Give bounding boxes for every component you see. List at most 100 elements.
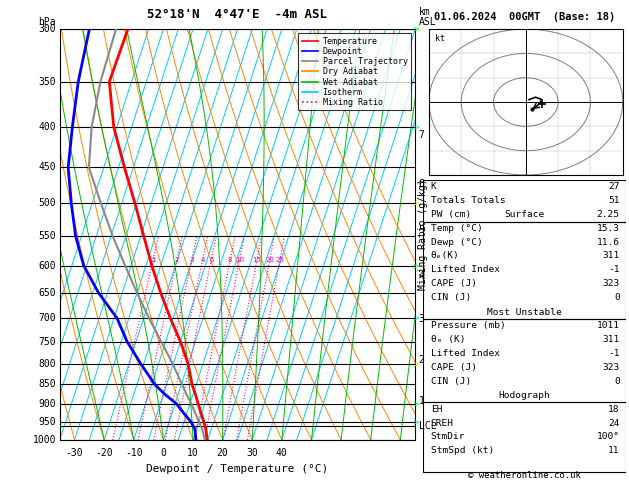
Text: 10: 10: [187, 448, 199, 458]
Bar: [423, 222, 626, 319]
Text: 6: 6: [419, 179, 425, 189]
Text: K: K: [431, 182, 437, 191]
Text: >: >: [413, 359, 420, 368]
Text: 27: 27: [608, 182, 620, 191]
Text: 15.3: 15.3: [597, 224, 620, 233]
Text: 51: 51: [608, 196, 620, 205]
Text: 900: 900: [38, 399, 56, 409]
Bar: [423, 180, 626, 222]
Text: 650: 650: [38, 288, 56, 298]
Text: >: >: [413, 399, 420, 408]
Text: 700: 700: [38, 313, 56, 323]
Text: Temp (°C): Temp (°C): [431, 224, 482, 233]
Text: CAPE (J): CAPE (J): [431, 363, 477, 372]
Text: Pressure (mb): Pressure (mb): [431, 321, 506, 330]
Text: 2.25: 2.25: [597, 210, 620, 219]
Text: 8: 8: [228, 257, 233, 263]
Text: 311: 311: [603, 335, 620, 344]
Text: 18: 18: [608, 404, 620, 414]
Text: SREH: SREH: [431, 418, 454, 428]
Text: 0: 0: [614, 293, 620, 302]
Text: 323: 323: [603, 363, 620, 372]
Text: -1: -1: [608, 265, 620, 275]
Text: PW (cm): PW (cm): [431, 210, 471, 219]
Legend: Temperature, Dewpoint, Parcel Trajectory, Dry Adiabat, Wet Adiabat, Isotherm, Mi: Temperature, Dewpoint, Parcel Trajectory…: [299, 34, 411, 110]
Text: Mixing Ratio (g/kg): Mixing Ratio (g/kg): [418, 179, 428, 290]
Text: 1: 1: [151, 257, 155, 263]
Text: θₑ(K): θₑ(K): [431, 251, 460, 260]
Text: 1: 1: [419, 396, 425, 406]
Text: 300: 300: [38, 24, 56, 34]
Text: 850: 850: [38, 380, 56, 389]
Text: -30: -30: [66, 448, 84, 458]
Text: 550: 550: [38, 231, 56, 241]
Bar: [423, 319, 626, 402]
Text: 30: 30: [247, 448, 258, 458]
Text: 0: 0: [160, 448, 166, 458]
Text: 311: 311: [603, 251, 620, 260]
Text: >: >: [413, 25, 420, 34]
Text: 1000: 1000: [33, 435, 56, 445]
Text: θₑ (K): θₑ (K): [431, 335, 465, 344]
Text: 11: 11: [608, 446, 620, 455]
Text: Dewp (°C): Dewp (°C): [431, 238, 482, 246]
Text: 4: 4: [201, 257, 205, 263]
Text: 10: 10: [235, 257, 244, 263]
Text: -20: -20: [96, 448, 113, 458]
Text: 2: 2: [419, 355, 425, 365]
Text: 01.06.2024  00GMT  (Base: 18): 01.06.2024 00GMT (Base: 18): [433, 12, 615, 22]
Text: 600: 600: [38, 260, 56, 271]
Text: StmSpd (kt): StmSpd (kt): [431, 446, 494, 455]
Text: 950: 950: [38, 417, 56, 427]
Text: Hodograph: Hodograph: [498, 391, 550, 400]
Text: Lifted Index: Lifted Index: [431, 349, 500, 358]
Text: 100°: 100°: [597, 433, 620, 441]
Text: -1: -1: [608, 349, 620, 358]
Text: 7: 7: [419, 130, 425, 140]
Text: StmDir: StmDir: [431, 433, 465, 441]
Text: 4: 4: [419, 271, 425, 281]
Text: 800: 800: [38, 359, 56, 369]
Text: Surface: Surface: [504, 210, 544, 220]
Text: CIN (J): CIN (J): [431, 293, 471, 302]
Text: >: >: [413, 418, 420, 427]
Text: 323: 323: [603, 279, 620, 288]
Text: 24: 24: [608, 418, 620, 428]
Text: 2: 2: [175, 257, 179, 263]
Text: Lifted Index: Lifted Index: [431, 265, 500, 275]
Bar: [423, 402, 626, 472]
Text: 11.6: 11.6: [597, 238, 620, 246]
Text: 3: 3: [419, 313, 425, 324]
Text: -10: -10: [125, 448, 143, 458]
Text: LCL: LCL: [419, 421, 437, 431]
Text: 5: 5: [209, 257, 213, 263]
Text: km
ASL: km ASL: [419, 7, 437, 27]
Text: >: >: [413, 199, 420, 208]
Text: © weatheronline.co.uk: © weatheronline.co.uk: [468, 471, 581, 480]
Text: 20: 20: [265, 257, 274, 263]
Text: 52°18'N  4°47'E  -4m ASL: 52°18'N 4°47'E -4m ASL: [147, 8, 328, 21]
Text: 750: 750: [38, 337, 56, 347]
Text: 15: 15: [252, 257, 262, 263]
Text: Dewpoint / Temperature (°C): Dewpoint / Temperature (°C): [147, 465, 328, 474]
Text: 350: 350: [38, 77, 56, 87]
Text: 5: 5: [419, 226, 425, 235]
Text: 25: 25: [276, 257, 284, 263]
Text: 40: 40: [276, 448, 287, 458]
Text: CAPE (J): CAPE (J): [431, 279, 477, 288]
Text: 1011: 1011: [597, 321, 620, 330]
Text: Totals Totals: Totals Totals: [431, 196, 506, 205]
Text: 450: 450: [38, 162, 56, 173]
Text: 500: 500: [38, 198, 56, 208]
Text: >: >: [413, 313, 420, 323]
Text: >: >: [413, 123, 420, 132]
Text: hPa: hPa: [38, 17, 56, 27]
Text: 20: 20: [217, 448, 228, 458]
Text: CIN (J): CIN (J): [431, 377, 471, 386]
Text: >: >: [413, 261, 420, 270]
Text: Most Unstable: Most Unstable: [487, 308, 562, 317]
Text: 0: 0: [614, 377, 620, 386]
Text: 3: 3: [189, 257, 194, 263]
Text: 400: 400: [38, 122, 56, 132]
Text: EH: EH: [431, 404, 442, 414]
